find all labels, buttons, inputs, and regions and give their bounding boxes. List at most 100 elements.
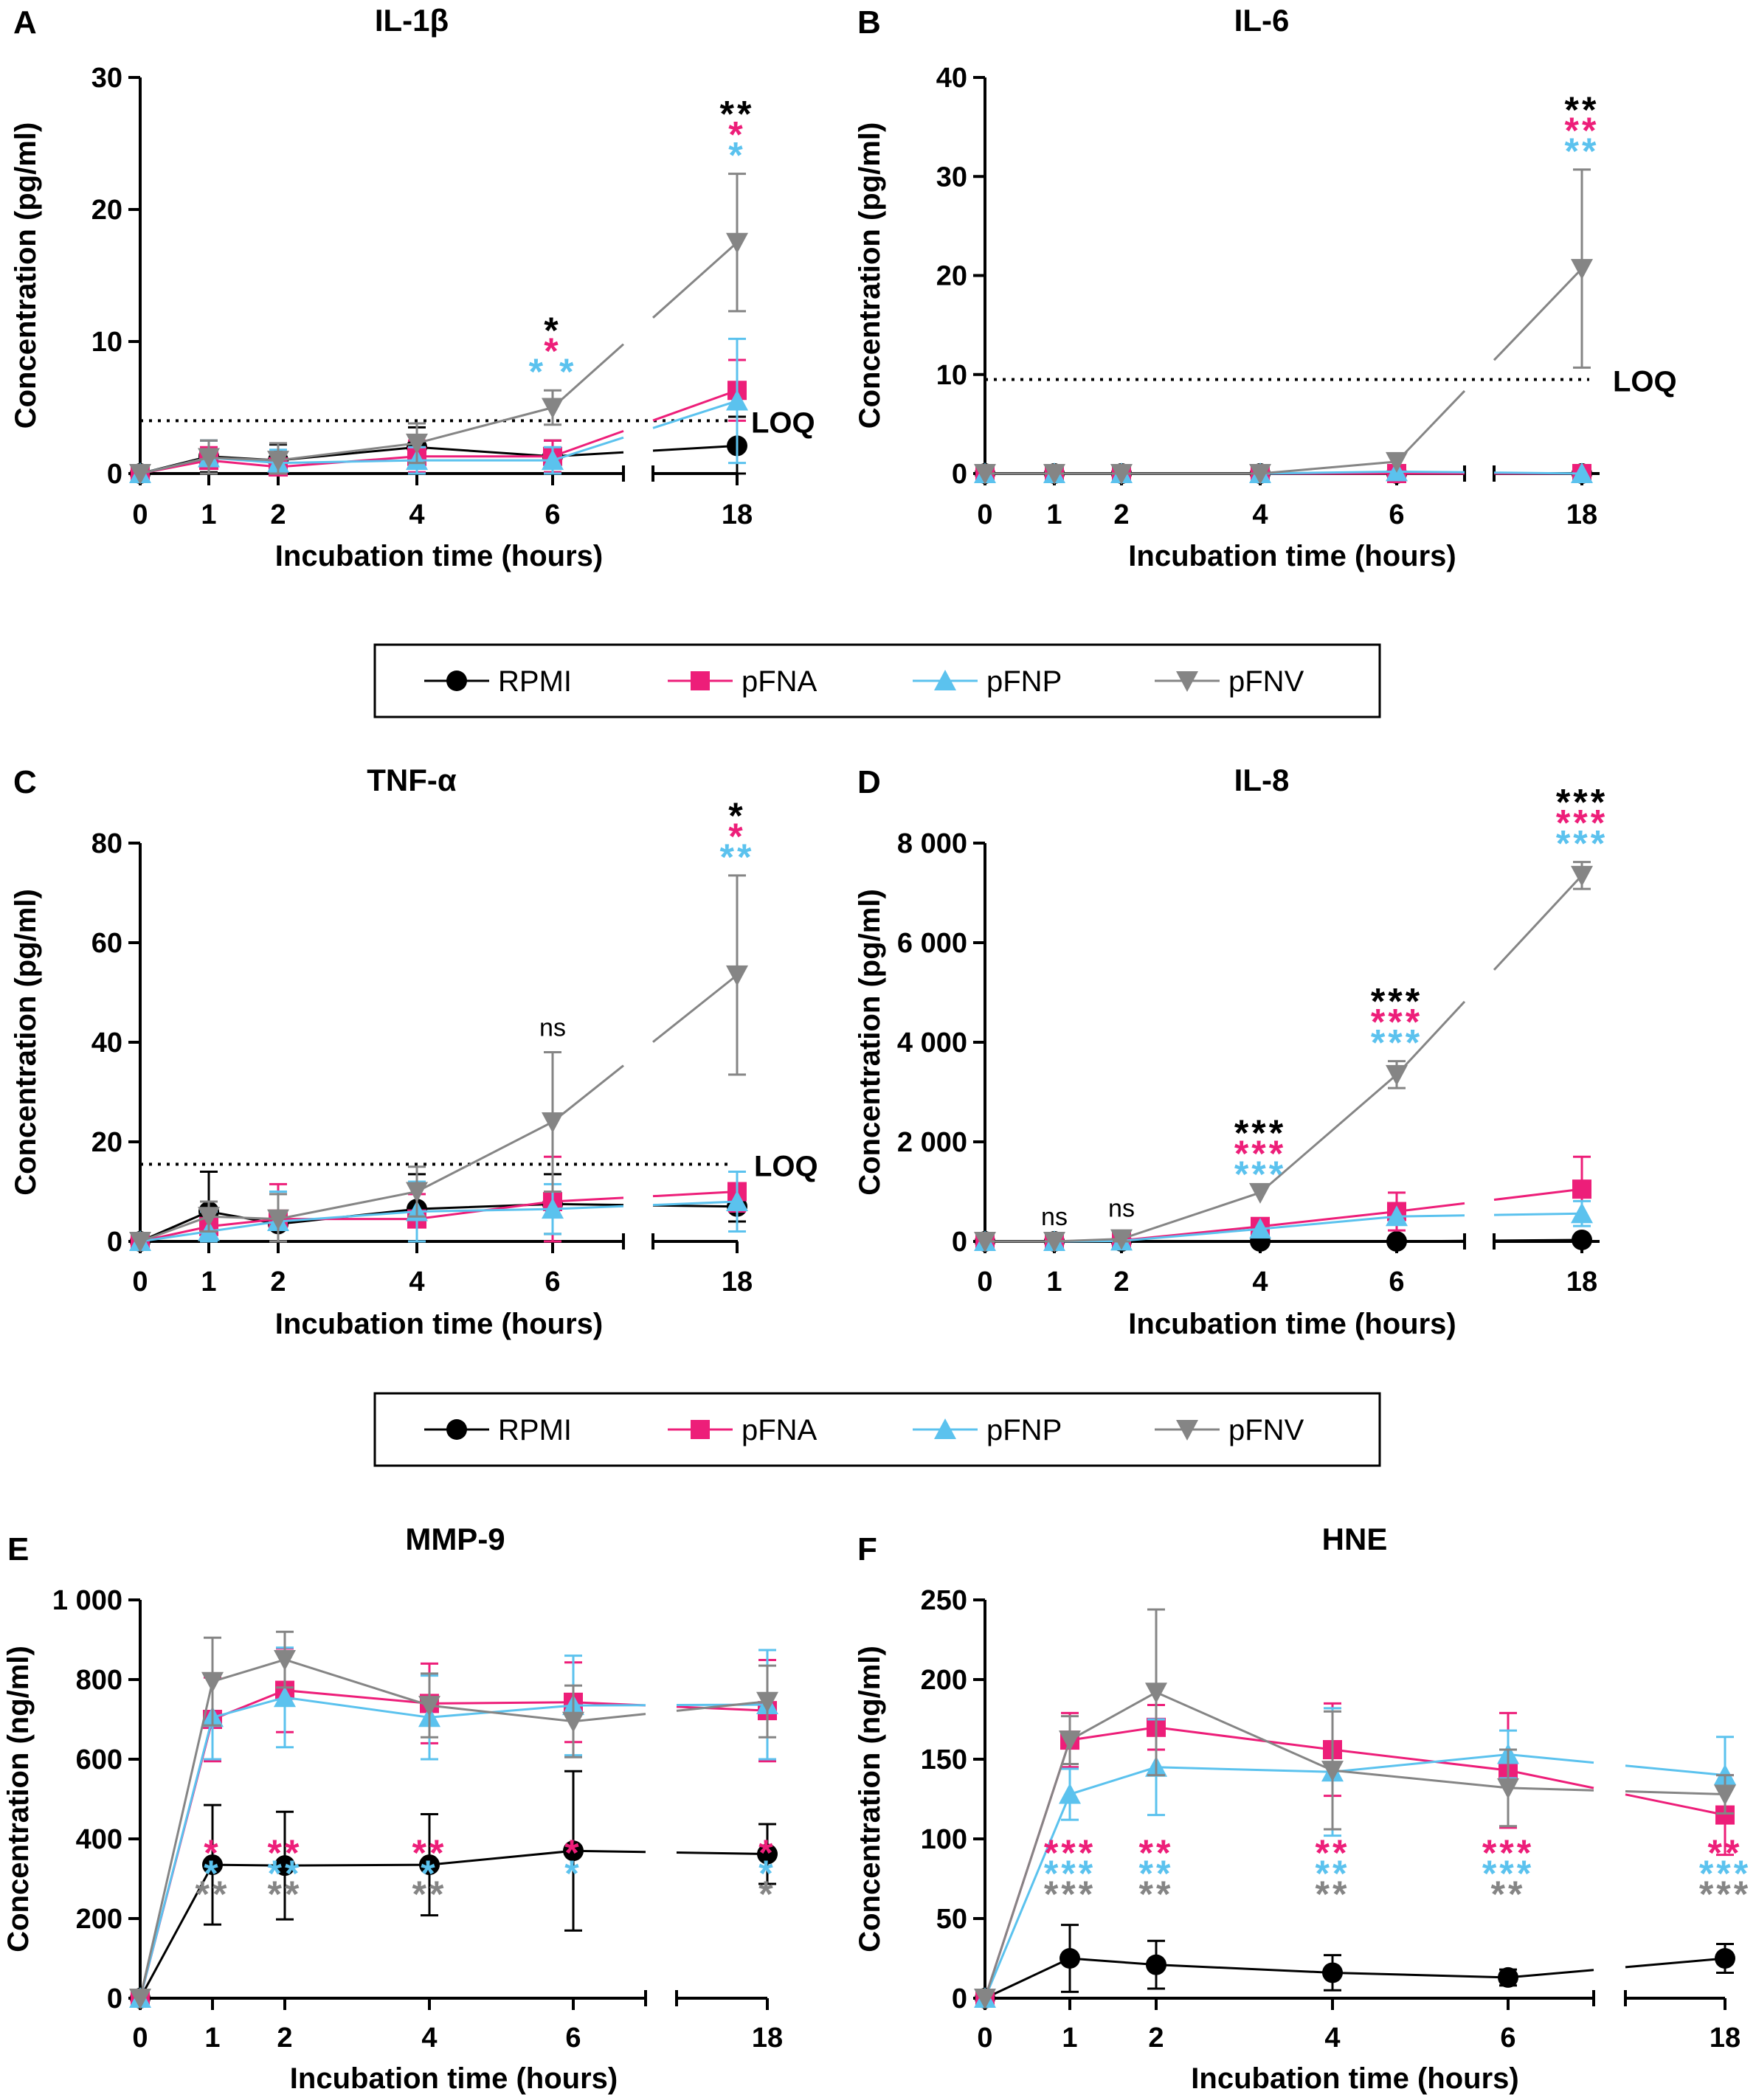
- panel-f-hne: F HNE Concentration (ng/ml) Incubation time…: [854, 1522, 1748, 2095]
- panel-title: IL-8: [1234, 763, 1290, 797]
- data-point: [406, 433, 428, 454]
- data-point: [1322, 1962, 1343, 1983]
- significance-annotation: **: [1565, 131, 1600, 172]
- significance-annotation: ***: [1556, 782, 1608, 823]
- data-point: [274, 1855, 295, 1877]
- legend-item-rpmi: RPMI: [424, 665, 572, 698]
- series-line: [1625, 1764, 1726, 1777]
- data-point: [1110, 464, 1133, 485]
- series-line: [652, 1191, 738, 1198]
- y-tick-label: 0: [107, 1983, 122, 2014]
- legend-label: pFNP: [986, 1414, 1062, 1446]
- y-tick-label: 40: [91, 1028, 122, 1058]
- x-tick-label: 1: [1062, 2023, 1077, 2054]
- legend-top: RPMI pFNA pFNP pFNV: [373, 643, 1381, 718]
- series-line: [1493, 1238, 1583, 1242]
- legend-bottom: RPMI pFNA pFNP pFNV: [373, 1392, 1381, 1467]
- y-tick-label: 400: [76, 1824, 122, 1855]
- data-point: [1386, 1205, 1408, 1227]
- series-line: [652, 444, 738, 452]
- legend-marker: [1176, 1420, 1198, 1441]
- x-tick-label: 18: [1566, 1266, 1597, 1297]
- data-point: [1386, 1064, 1408, 1086]
- significance-annotation: ***: [1371, 1002, 1423, 1043]
- y-tick-label: 0: [107, 459, 122, 490]
- data-point: [726, 1191, 748, 1211]
- legend-label: RPMI: [498, 665, 572, 698]
- y-tick-label: 10: [91, 327, 122, 358]
- significance-annotation: **: [412, 1874, 447, 1915]
- data-point: [201, 1671, 224, 1693]
- legend-marker: [446, 670, 467, 691]
- data-point: [1146, 1954, 1166, 1975]
- series-line: [1493, 268, 1583, 361]
- y-axis-label: Concentration (pg/ml): [854, 889, 886, 1196]
- y-axis-label: Concentration (ng/ml): [854, 1646, 886, 1952]
- y-tick-label: 800: [76, 1665, 122, 1696]
- series-line: [1507, 1753, 1594, 1764]
- significance-annotation: ***: [1371, 981, 1423, 1022]
- significance-annotation: **: [1139, 1832, 1174, 1874]
- y-axis-label: Concentration (pg/ml): [854, 122, 886, 429]
- series-pfnp: [129, 1171, 748, 1251]
- x-tick-label: 18: [722, 1266, 753, 1297]
- x-tick-label: 4: [409, 499, 424, 530]
- data-point: [1060, 1948, 1080, 1969]
- data-point: [1715, 1948, 1735, 1969]
- data-point: [1249, 464, 1271, 485]
- significance-annotation: **: [412, 1832, 447, 1874]
- data-point: [1386, 1231, 1407, 1252]
- series-line: [1396, 1202, 1465, 1213]
- legend-label: pFNP: [986, 665, 1062, 698]
- legend-marker: [1176, 671, 1198, 692]
- data-point: [129, 1232, 151, 1252]
- series-pfnv: [974, 168, 1593, 485]
- significance-annotation: *: [564, 1853, 581, 1894]
- series-line: [1395, 1000, 1466, 1075]
- data-point: [542, 449, 564, 471]
- significance-annotation: *: [544, 310, 561, 351]
- x-tick-label: 18: [1710, 2023, 1741, 2054]
- data-point: [129, 464, 151, 485]
- data-point: [1145, 1683, 1167, 1704]
- data-point: [418, 1696, 440, 1717]
- x-tick-label: 1: [1046, 1266, 1062, 1297]
- significance-annotation: **: [1491, 1874, 1526, 1915]
- series-line: [552, 436, 624, 462]
- significance-annotation: ***: [1556, 823, 1608, 864]
- series-line: [1507, 1787, 1594, 1792]
- significance-annotation: *: [728, 114, 745, 156]
- x-axis-label: Incubation time (hours): [275, 1308, 603, 1340]
- series-line: [552, 1064, 624, 1123]
- series-line: [552, 1202, 624, 1207]
- loq-label: LOQ: [754, 1150, 818, 1182]
- series-line: [676, 1700, 768, 1712]
- series-pfnv: [129, 173, 748, 485]
- series-line: [552, 1205, 624, 1210]
- data-point: [1321, 1761, 1344, 1782]
- significance-annotation: ***: [1482, 1853, 1534, 1894]
- data-point: [1571, 259, 1593, 280]
- y-tick-label: 20: [91, 1127, 122, 1158]
- panel-letter: F: [857, 1531, 877, 1567]
- significance-annotation: ns: [1108, 1195, 1135, 1223]
- data-point: [267, 1209, 289, 1230]
- legend-item-pfnv: pFNV: [1155, 665, 1304, 698]
- x-tick-label: 0: [132, 499, 148, 530]
- significance-annotation: ***: [1234, 1133, 1286, 1174]
- x-tick-label: 4: [1252, 1266, 1268, 1297]
- significance-annotation: **: [1316, 1832, 1350, 1874]
- significance-annotation: *: [728, 135, 745, 176]
- x-tick-label: 0: [977, 499, 992, 530]
- legend-item-pfnp: pFNP: [913, 665, 1062, 698]
- significance-annotation: ***: [1482, 1832, 1534, 1874]
- series-line: [1507, 1969, 1594, 1979]
- y-tick-label: 200: [921, 1665, 967, 1696]
- y-tick-label: 1 000: [52, 1585, 122, 1616]
- significance-annotation: *: [204, 1832, 221, 1874]
- x-tick-label: 6: [1500, 2023, 1515, 2054]
- data-point: [542, 1198, 564, 1219]
- x-tick-label: 1: [204, 2023, 220, 2054]
- x-tick-label: 0: [977, 2023, 992, 2054]
